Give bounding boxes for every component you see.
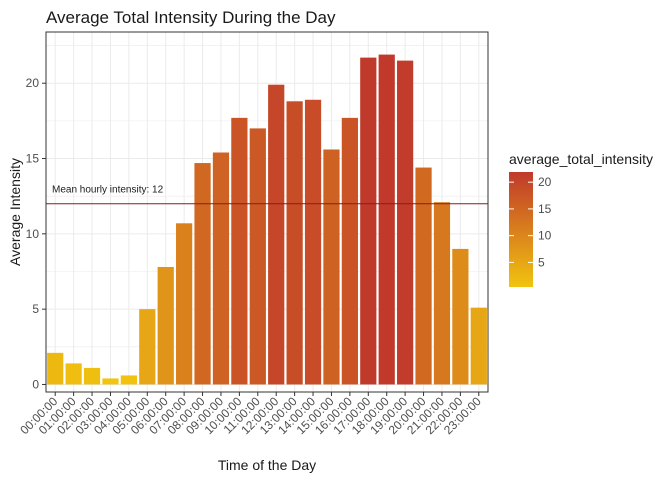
legend-colorbar	[509, 172, 533, 287]
y-tick-label: 10	[26, 227, 40, 241]
y-tick-label: 20	[26, 76, 40, 90]
bar	[157, 266, 174, 385]
bar	[433, 202, 451, 385]
mean-line-label: Mean hourly intensity: 12	[52, 185, 164, 196]
bar	[323, 149, 340, 385]
chart-title: Average Total Intensity During the Day	[46, 8, 336, 27]
bar	[341, 117, 358, 385]
bar	[176, 223, 193, 385]
legend-tick-label: 15	[538, 202, 552, 216]
bar	[65, 363, 82, 385]
bar	[194, 163, 211, 385]
legend-title: average_total_intensity	[509, 151, 653, 167]
bar	[249, 128, 266, 385]
bar	[378, 54, 395, 385]
bar	[47, 352, 64, 385]
bar	[286, 101, 303, 385]
y-tick-label: 15	[26, 152, 40, 166]
bar	[415, 167, 432, 385]
bar	[452, 248, 469, 385]
y-axis-title: Average Intensity	[7, 158, 23, 266]
bar	[268, 84, 285, 385]
bar	[139, 309, 156, 385]
y-axis-ticks: 0 5 10 15 20	[26, 76, 46, 391]
bar	[212, 152, 230, 385]
x-axis-title: Time of the Day	[218, 457, 316, 473]
x-axis-ticks: 00:00:0001:00:0002:00:0003:00:0004:00:00…	[17, 392, 484, 437]
reference-line: Mean hourly intensity: 12	[46, 185, 488, 205]
bar	[360, 57, 377, 385]
legend-tick-label: 10	[538, 229, 552, 243]
legend-ticks: 5 10 15 20	[509, 175, 552, 269]
bars	[47, 54, 487, 385]
y-tick-label: 5	[32, 302, 39, 316]
plot-panel: Mean hourly intensity: 12	[45, 31, 489, 393]
bar	[397, 60, 414, 385]
bar	[83, 367, 101, 385]
bar	[102, 378, 119, 385]
legend-tick-label: 20	[538, 175, 552, 189]
bar	[304, 99, 322, 385]
legend-tick-label: 5	[538, 255, 545, 269]
color-legend: average_total_intensity 5 10 15 20	[509, 151, 653, 287]
y-tick-label: 0	[32, 377, 39, 391]
bar	[231, 117, 248, 385]
bar	[470, 307, 487, 385]
bar	[120, 375, 137, 385]
